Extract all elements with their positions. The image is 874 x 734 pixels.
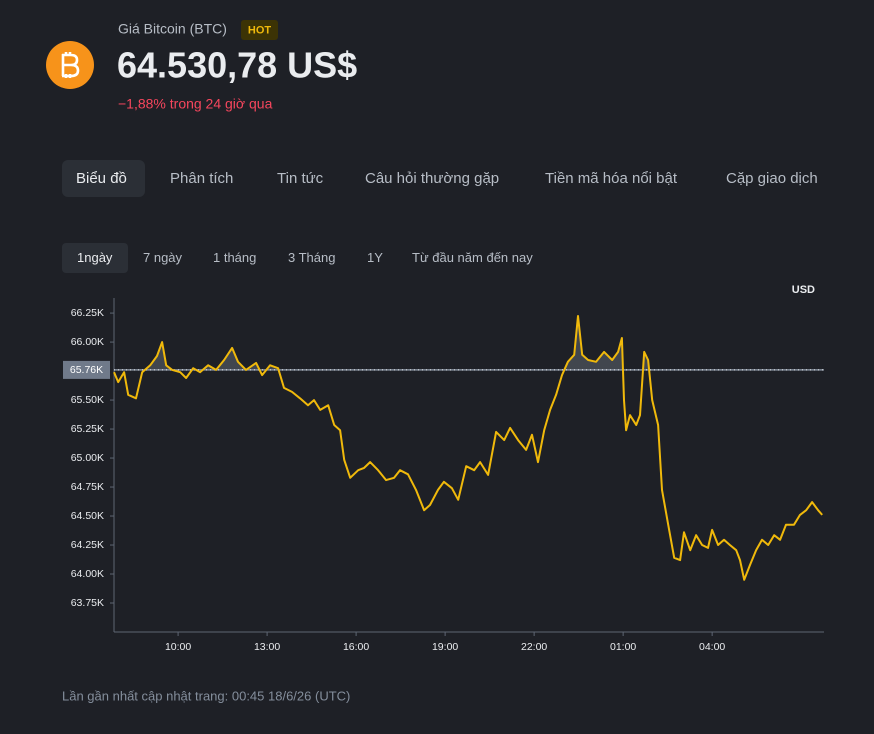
x-tick-label: 16:00 [343, 641, 369, 653]
tab[interactable]: Biểu đồ [76, 170, 127, 187]
y-tick-label: 64.25K [71, 539, 104, 551]
reference-badge [63, 360, 110, 379]
y-tick-label: 63.75K [71, 597, 104, 609]
tab[interactable]: Cặp giao dịch [726, 170, 818, 187]
y-tick-label: 64.00K [71, 568, 104, 580]
reference-label: 65.76K [70, 364, 103, 376]
x-tick-label: 10:00 [165, 641, 191, 653]
coin-name: Giá Bitcoin (BTC) [118, 21, 227, 37]
y-tick-label: 64.75K [71, 481, 104, 493]
y-tick-label: 65.00K [71, 452, 104, 464]
price: 64.530,78 US$ [117, 45, 357, 86]
area-above-reference [144, 316, 650, 370]
footer: Lần gần nhất cập nhật trang: 00:45 18/6/… [62, 688, 350, 703]
x-tick-label: 01:00 [610, 641, 636, 653]
range[interactable]: Từ đầu năm đến nay [412, 250, 533, 265]
range[interactable]: 1 tháng [213, 250, 256, 265]
y-tick-label: 66.00K [71, 336, 104, 348]
range[interactable]: 3 Tháng [288, 250, 335, 265]
tab[interactable]: Tiền mã hóa nổi bật [545, 170, 678, 187]
range[interactable]: 1ngày [77, 250, 113, 265]
y-tick-label: 66.25K [71, 307, 104, 319]
x-tick-label: 04:00 [699, 641, 725, 653]
tab-active-bg [62, 160, 145, 197]
range[interactable]: 1Y [367, 250, 383, 265]
x-tick-label: 22:00 [521, 641, 547, 653]
y-tick-label: 65.25K [71, 423, 104, 435]
hot-badge-text: HOT [248, 24, 272, 36]
unit-label: USD [792, 284, 815, 296]
tab[interactable]: Phân tích [170, 170, 233, 187]
price-change: −1,88% trong 24 giờ qua [118, 96, 273, 112]
y-tick-label: 65.50K [71, 394, 104, 406]
tab[interactable]: Tin tức [277, 170, 324, 187]
x-tick-label: 13:00 [254, 641, 280, 653]
btc-glyph [61, 52, 80, 78]
x-tick-label: 19:00 [432, 641, 458, 653]
y-tick-label: 64.50K [71, 510, 104, 522]
tab[interactable]: Câu hỏi thường gặp [365, 170, 499, 187]
hot-badge [241, 20, 278, 40]
range-active-bg [62, 243, 128, 273]
price-line [113, 315, 823, 581]
range[interactable]: 7 ngày [143, 250, 183, 265]
